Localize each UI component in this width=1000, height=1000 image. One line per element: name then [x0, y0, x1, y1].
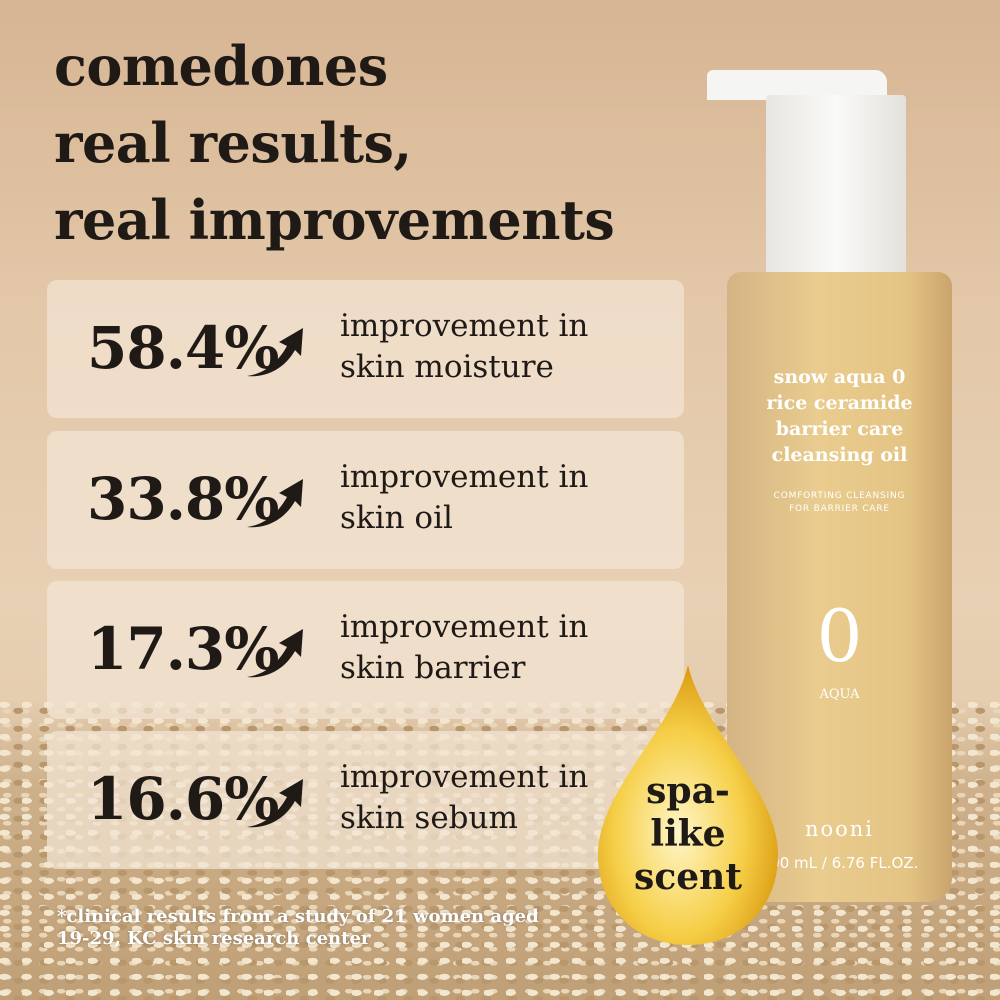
badge-line: scent: [634, 856, 742, 898]
oil-drop-icon: [598, 665, 778, 945]
product-volume: 200 mL / 6.76 FL.OZ.: [760, 854, 919, 872]
stat-description-line: improvement in: [340, 759, 589, 795]
stat-description: improvement in skin moisture: [340, 306, 588, 388]
stat-description-line: improvement in: [340, 459, 589, 495]
arrow-up-icon: [247, 479, 303, 528]
stat-description: improvement in skin sebum: [340, 757, 588, 839]
pump-cap: [766, 95, 906, 275]
headline-line: real improvements: [54, 188, 615, 252]
arrow-up-icon: [247, 779, 303, 828]
footnote-line: 19-29, KC skin research center: [57, 928, 371, 949]
stat-description-line: improvement in: [340, 609, 589, 645]
brand-logo: nooni: [804, 817, 875, 841]
stat-description-line: skin barrier: [340, 650, 526, 686]
scent-badge: spa- like scent: [593, 770, 783, 899]
stat-description: improvement in skin oil: [340, 457, 588, 539]
product-name-line: barrier care: [775, 418, 904, 440]
product-variant: AQUA: [819, 687, 860, 702]
badge-line: like: [650, 813, 726, 855]
headline-line: comedones: [54, 34, 388, 98]
stat-card: 58.4% improvement in skin moisture: [47, 280, 684, 418]
product-subtitle: COMFORTING CLEANSING FOR BARRIER CARE: [727, 490, 952, 516]
stat-card: 16.6% improvement in skin sebum: [47, 731, 684, 869]
product-name: snow aqua 0 rice ceramide barrier care c…: [727, 364, 952, 468]
stat-description-line: skin moisture: [340, 349, 554, 385]
stat-card: 33.8% improvement in skin oil: [47, 431, 684, 569]
subtitle-line: FOR BARRIER CARE: [789, 504, 890, 514]
stat-value: 16.6%: [87, 765, 279, 833]
footnote-line: *clinical results from a study of 21 wom…: [57, 906, 539, 927]
headline-line: real results,: [54, 111, 412, 175]
stat-description: improvement in skin barrier: [340, 607, 588, 689]
stat-value: 58.4%: [87, 314, 279, 382]
arrow-up-icon: [247, 328, 303, 377]
stat-description-line: improvement in: [340, 308, 589, 344]
stat-value: 33.8%: [87, 465, 279, 533]
stat-description-line: skin sebum: [340, 800, 518, 836]
arrow-up-icon: [247, 629, 303, 678]
product-name-line: rice ceramide: [766, 392, 913, 414]
headline: comedones real results, real improvement…: [54, 28, 615, 259]
subtitle-line: COMFORTING CLEANSING: [773, 491, 906, 501]
stat-value: 17.3%: [87, 615, 279, 683]
badge-line: spa-: [646, 770, 730, 812]
footnote: *clinical results from a study of 21 wom…: [57, 906, 539, 950]
product-name-line: cleansing oil: [771, 444, 908, 466]
stat-description-line: skin oil: [340, 500, 453, 536]
stat-card: 17.3% improvement in skin barrier: [47, 581, 684, 719]
product-number: 0: [816, 594, 863, 678]
product-bottle: snow aqua 0 rice ceramide barrier care c…: [727, 272, 952, 902]
product-name-line: snow aqua 0: [773, 366, 906, 388]
